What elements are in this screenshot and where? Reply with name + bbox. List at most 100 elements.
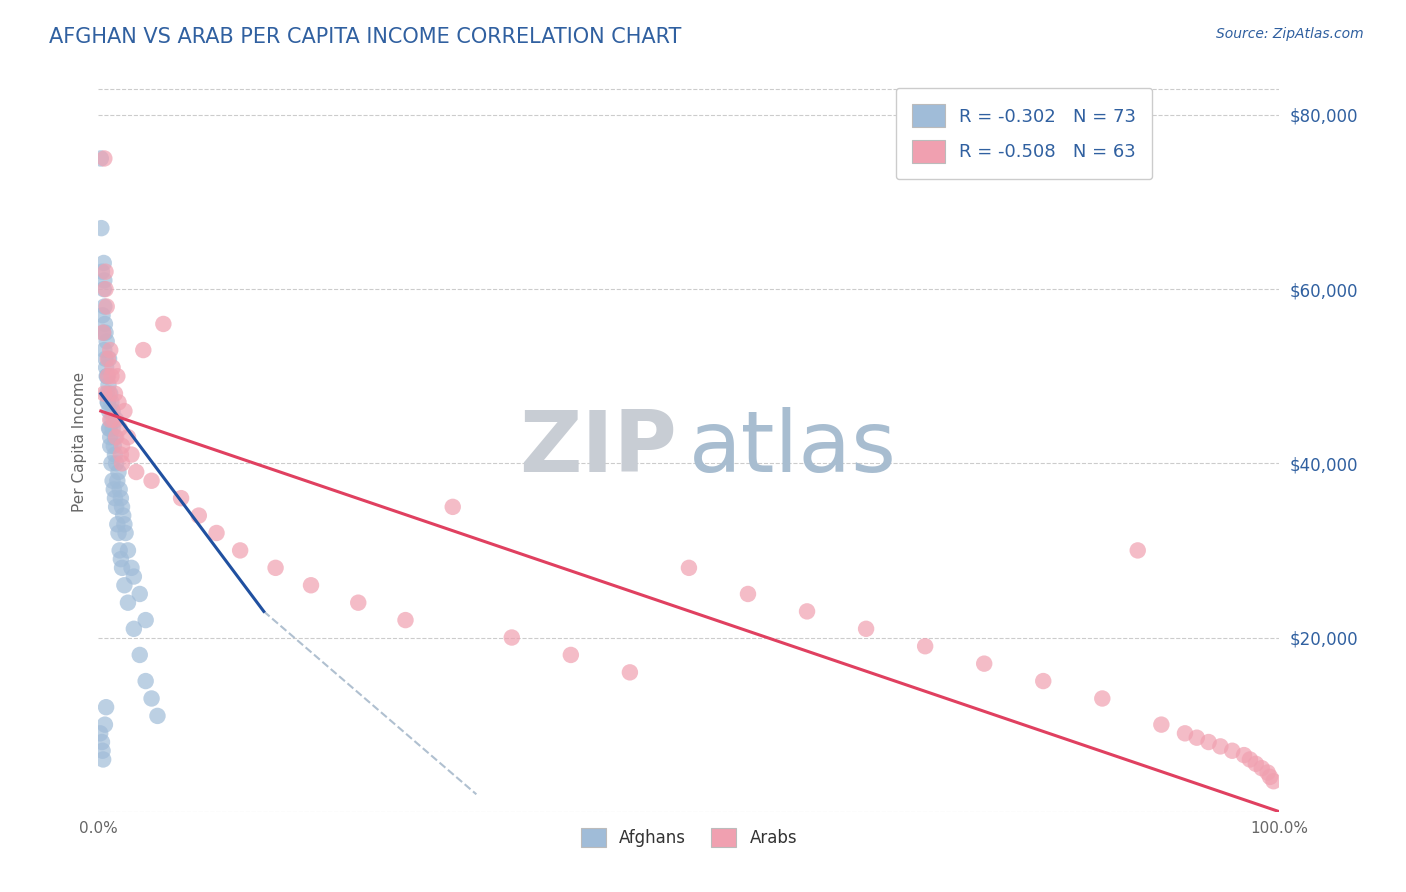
Point bbox=[107, 465, 129, 479]
Point bbox=[107, 526, 129, 541]
Point bbox=[1091, 691, 1114, 706]
Text: Source: ZipAtlas.com: Source: ZipAtlas.com bbox=[1216, 27, 1364, 41]
Point bbox=[97, 369, 120, 384]
Point bbox=[394, 613, 416, 627]
Point bbox=[101, 474, 124, 488]
Point bbox=[205, 526, 228, 541]
Point bbox=[111, 500, 134, 514]
Point bbox=[1233, 748, 1256, 763]
Point bbox=[103, 413, 125, 427]
Point bbox=[560, 648, 582, 662]
Point bbox=[100, 395, 122, 409]
Point bbox=[94, 351, 117, 366]
Legend: Afghans, Arabs: Afghans, Arabs bbox=[572, 819, 806, 855]
Point bbox=[98, 404, 121, 418]
Point bbox=[94, 360, 117, 375]
Point bbox=[94, 317, 117, 331]
Point bbox=[1258, 770, 1281, 784]
Point bbox=[1209, 739, 1232, 754]
Point bbox=[1174, 726, 1197, 740]
Point bbox=[93, 343, 115, 357]
Point bbox=[89, 726, 111, 740]
Point bbox=[91, 752, 114, 766]
Point bbox=[111, 456, 134, 470]
Point bbox=[97, 395, 120, 409]
Point bbox=[111, 439, 134, 453]
Point bbox=[1185, 731, 1208, 745]
Point bbox=[1198, 735, 1220, 749]
Point bbox=[97, 378, 120, 392]
Point bbox=[94, 717, 117, 731]
Point bbox=[98, 421, 121, 435]
Point bbox=[94, 282, 117, 296]
Point bbox=[112, 404, 135, 418]
Point bbox=[105, 430, 128, 444]
Point bbox=[117, 430, 139, 444]
Point bbox=[105, 517, 128, 532]
Point bbox=[93, 300, 115, 314]
Point bbox=[1126, 543, 1149, 558]
Point bbox=[112, 517, 135, 532]
Point bbox=[125, 465, 148, 479]
Point bbox=[91, 326, 114, 340]
Point bbox=[135, 613, 157, 627]
Point bbox=[737, 587, 759, 601]
Point bbox=[93, 152, 115, 166]
Point bbox=[103, 439, 125, 453]
Point bbox=[104, 430, 127, 444]
Point bbox=[110, 491, 132, 505]
Point bbox=[94, 326, 117, 340]
Point bbox=[97, 351, 120, 366]
Point bbox=[101, 360, 124, 375]
Point bbox=[104, 491, 127, 505]
Text: atlas: atlas bbox=[689, 408, 897, 491]
Point bbox=[96, 369, 118, 384]
Point bbox=[110, 448, 132, 462]
Point bbox=[855, 622, 877, 636]
Point bbox=[90, 152, 112, 166]
Point bbox=[96, 386, 118, 401]
Point bbox=[152, 317, 174, 331]
Point bbox=[97, 395, 120, 409]
Point bbox=[98, 386, 121, 401]
Point bbox=[141, 691, 163, 706]
Point bbox=[91, 744, 114, 758]
Point bbox=[105, 456, 128, 470]
Point bbox=[1239, 752, 1261, 766]
Point bbox=[114, 526, 136, 541]
Point bbox=[1032, 674, 1054, 689]
Point bbox=[128, 648, 150, 662]
Point bbox=[112, 578, 135, 592]
Point bbox=[98, 351, 121, 366]
Point bbox=[146, 709, 169, 723]
Point bbox=[501, 631, 523, 645]
Point bbox=[141, 474, 163, 488]
Point bbox=[1244, 756, 1267, 771]
Point bbox=[121, 448, 143, 462]
Point bbox=[132, 343, 155, 357]
Point bbox=[93, 256, 115, 270]
Point bbox=[91, 326, 114, 340]
Point bbox=[122, 622, 145, 636]
Point bbox=[796, 604, 818, 618]
Point bbox=[619, 665, 641, 680]
Point bbox=[98, 413, 121, 427]
Point bbox=[94, 700, 117, 714]
Point bbox=[678, 561, 700, 575]
Point bbox=[441, 500, 464, 514]
Point bbox=[170, 491, 193, 505]
Point bbox=[93, 273, 115, 287]
Point bbox=[121, 561, 143, 575]
Point bbox=[94, 265, 117, 279]
Point bbox=[91, 308, 114, 322]
Point bbox=[111, 561, 134, 575]
Point bbox=[108, 543, 131, 558]
Point bbox=[1257, 765, 1279, 780]
Point bbox=[93, 282, 115, 296]
Point bbox=[104, 448, 127, 462]
Point bbox=[100, 413, 122, 427]
Point bbox=[105, 413, 128, 427]
Point bbox=[117, 596, 139, 610]
Point bbox=[98, 421, 121, 435]
Point bbox=[1250, 761, 1272, 775]
